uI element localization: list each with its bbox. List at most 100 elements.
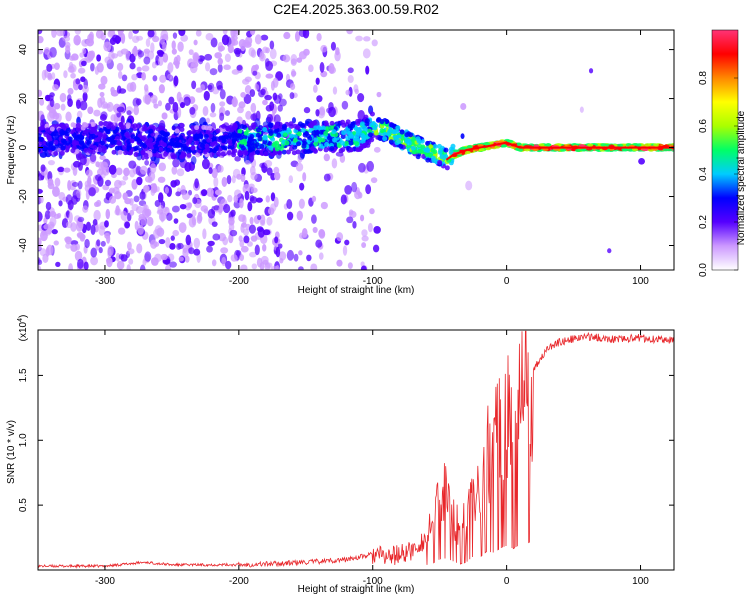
spectrogram-cell [157, 57, 164, 66]
spectrogram-cell [254, 149, 260, 155]
spectrogram-cell [617, 143, 624, 147]
spectrogram-cell [90, 256, 99, 266]
spectrogram-cell [72, 165, 78, 176]
spectrogram-cell [238, 235, 243, 242]
spectrogram-cell [273, 196, 279, 208]
spectrogram-cell [191, 129, 197, 135]
spectrogram-cell [347, 74, 354, 84]
spectrogram-cell [173, 142, 179, 148]
spectrogram-cell [220, 247, 229, 254]
spectrogram-cell [181, 152, 187, 158]
spectrogram-cell [152, 75, 158, 82]
spectrogram-cell [260, 255, 269, 265]
spectrogram-cell [150, 94, 158, 104]
spectrogram-cell [268, 131, 274, 137]
spectrogram-cell [218, 135, 224, 141]
spectrogram-cell [249, 216, 254, 225]
spectrogram-cell [38, 89, 43, 97]
spectrogram-cell [201, 124, 207, 130]
spectrogram-cell [110, 125, 116, 131]
spectrogram-cell [222, 145, 228, 151]
spectrogram-heatmap [38, 30, 674, 270]
spectrogram-cell [158, 147, 164, 153]
spectrogram-cell [243, 150, 249, 156]
spectrogram-cell [286, 198, 293, 210]
spectrogram-cell [214, 189, 222, 196]
spectrogram-cell [211, 221, 218, 227]
spectrogram-cell [237, 128, 243, 134]
spectrogram-cell [176, 168, 185, 177]
spectrogram-cell [117, 227, 126, 235]
spectrogram-cell [200, 205, 209, 212]
spectrogram-cell [328, 125, 334, 131]
spectrogram-cell [411, 149, 417, 155]
spectrogram-cell [298, 250, 303, 256]
spectrogram-cell [579, 106, 584, 113]
spectrogram-cell [347, 67, 354, 74]
spectrogram-cell [158, 238, 166, 245]
spectrogram-cell [157, 100, 163, 107]
spectrogram-cell [545, 143, 552, 147]
spectrogram-cell [348, 147, 354, 153]
spectrogram-cell [254, 83, 260, 91]
spectrogram-cell [188, 247, 195, 255]
spectrogram-cell [587, 143, 594, 147]
spectrogram-cell [239, 139, 245, 145]
spectrogram-cell [355, 121, 361, 127]
spectrogram-cell [51, 229, 58, 235]
spectrogram-cell [179, 101, 185, 109]
spectrogram-cell [98, 83, 106, 90]
spectrogram-cell [274, 171, 281, 181]
spectrogram-cell [159, 130, 165, 136]
spectrogram-cell [308, 64, 314, 73]
spectrogram-cell [418, 148, 424, 154]
spectrogram-cell [93, 109, 101, 117]
spectrogram-cell [199, 142, 205, 148]
spectrogram-cell [87, 106, 94, 115]
spectrogram-cell [249, 140, 255, 146]
spectrogram-cell [158, 162, 167, 172]
spectrogram-cell [362, 142, 368, 148]
spectrogram-cell [269, 40, 275, 50]
spectrogram-cell [635, 143, 642, 147]
spectrogram-cell [343, 140, 349, 146]
colorbar-tick-label: 0.0 [698, 263, 709, 277]
spectrogram-cell [288, 175, 294, 184]
spectrogram-cell [41, 69, 47, 81]
spectrogram-cell [218, 206, 223, 215]
spectrogram-cell [133, 195, 140, 203]
spectrogram-cell [100, 240, 106, 247]
spectrogram-cell [47, 178, 54, 186]
spectrogram-cell [274, 236, 279, 244]
spectrogram-cell [52, 186, 60, 197]
spectrogram-cell [303, 107, 311, 114]
spectrogram-cell [205, 117, 211, 124]
spectrogram-cell [74, 250, 83, 262]
spectrogram-cell [249, 89, 256, 98]
spectrogram-cell [143, 84, 149, 92]
spectrogram-cell [230, 209, 236, 217]
spectrogram-cell [254, 244, 260, 256]
spectrogram-cell [90, 224, 96, 236]
spectrogram-cell [317, 107, 326, 119]
spectrogram-cell [125, 123, 131, 129]
spectrogram-cell [191, 209, 197, 217]
spectrogram-cell [70, 244, 78, 252]
spectrogram-cell [53, 240, 59, 246]
spectrogram-cell [247, 241, 253, 247]
spectrogram-cell [51, 30, 57, 38]
spectrogram-cell [341, 130, 347, 136]
spectrogram-cell [370, 121, 376, 127]
spectrogram-cell [200, 84, 206, 92]
spectrogram-cell [382, 136, 388, 142]
spectrogram-cell [67, 136, 73, 142]
spectrogram-cell [105, 129, 111, 135]
spectrogram-cell [286, 127, 292, 133]
spectrogram-cell [132, 123, 138, 129]
spectrogram-cell [128, 127, 134, 133]
spectrogram-cell [254, 34, 262, 45]
spectrogram-cell [342, 245, 348, 256]
spectrogram-cell [90, 62, 95, 72]
spectrogram-cell [250, 235, 258, 242]
spectrogram-cell [85, 221, 92, 232]
